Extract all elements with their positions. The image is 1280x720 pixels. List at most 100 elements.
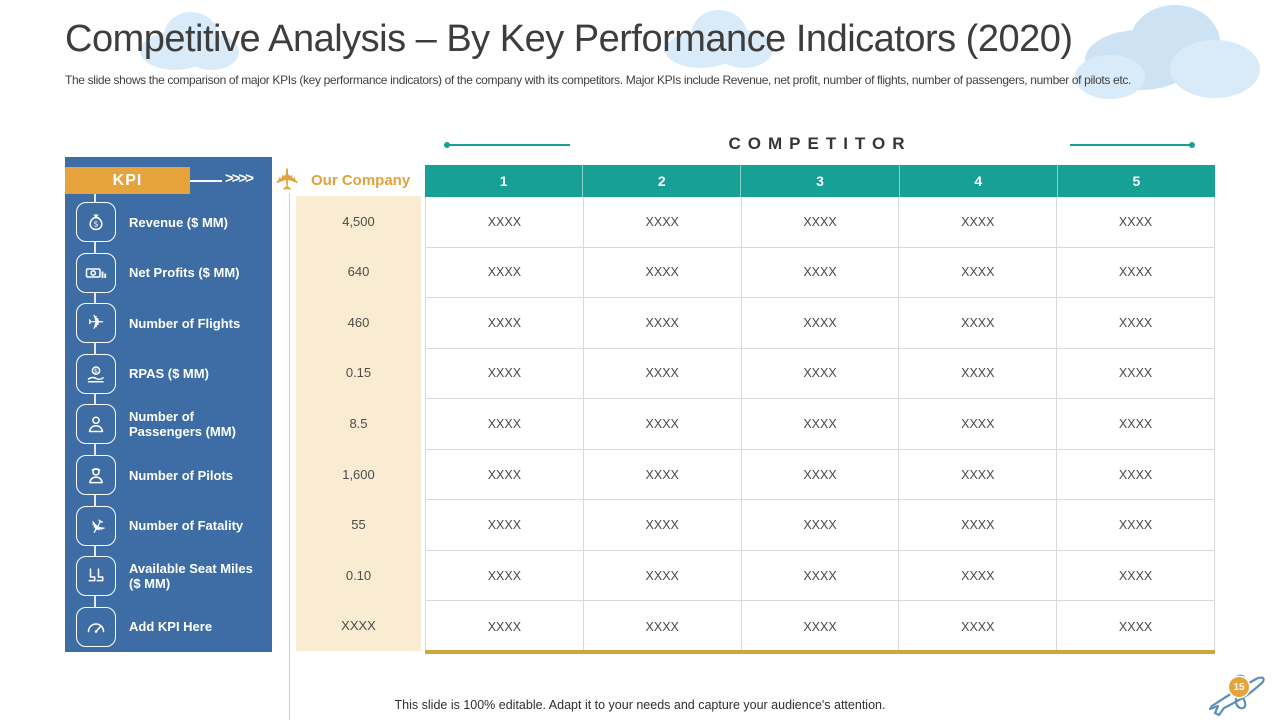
svg-text:$: $ [94,367,98,375]
competitor-cell: XXXX [487,366,522,381]
competitor-cell: XXXX [1056,348,1214,399]
kpi-label: Net Profits ($ MM) [129,265,240,281]
competitor-cell: XXXX [740,197,899,247]
competitor-cell: XXXX [898,348,1056,399]
competitor-cell: XXXX [740,298,899,348]
page-number-badge: 15 [1229,677,1249,697]
passenger-icon [76,404,116,445]
our-company-column: 4,500 640 460 0.15 8.5 1,600 55 0.10 XXXX [296,196,421,651]
kpi-label: Number of Pilots [129,467,234,483]
competitor-cell: XXXX [582,399,741,449]
kpi-item: ✈ Number of Fatality [65,500,272,551]
our-company-value: 640 [347,264,370,280]
table-underline [425,650,1215,654]
kpi-item: $ RPAS ($ MM) [65,349,272,400]
competitor-cell: XXXX [1056,500,1214,550]
kpi-header-line [190,180,222,182]
competitor-cell: XXXX [1056,247,1214,298]
competitor-cell: XXXX [1056,550,1214,601]
competitor-cell: XXXX [898,601,1056,652]
competitor-cell: XXXX [582,449,741,500]
competitor-cell: XXXX [582,500,741,550]
money-bag-icon: $ [76,202,116,243]
competitor-column-header: 1 [499,173,508,189]
table-row: XXXX XXXX XXXX XXXX XXXX [426,247,1214,299]
competitor-cell: XXXX [740,449,899,500]
kpi-item: Net Profits ($ MM) [65,248,272,299]
competitor-cell: XXXX [582,247,741,298]
competitor-cell: XXXX [740,601,899,652]
slide-title: Competitive Analysis – By Key Performanc… [65,18,1073,60]
table-row: XXXX XXXX XXXX XXXX XXXX [426,550,1214,602]
table-row: XXXX XXXX XXXX XXXX XXXX [426,399,1214,450]
competitor-cell: XXXX [487,568,522,583]
table-row: XXXX XXXX XXXX XXXX XXXX [426,298,1214,349]
competitor-cell: XXXX [898,298,1056,348]
competitor-column-header: 5 [1056,165,1215,197]
competitor-cell: XXXX [487,416,522,431]
table-row: XXXX XXXX XXXX XXXX XXXX [426,197,1214,248]
competitor-column-header: 4 [898,165,1057,197]
competitor-cell: XXXX [898,399,1056,449]
kpi-label: RPAS ($ MM) [129,366,209,382]
competitor-cell: XXXX [582,601,741,652]
kpi-item: Number of Pilots [65,450,272,501]
competitor-cell: XXXX [487,214,522,229]
crash-icon: ✈ [76,505,116,546]
plane-icon: ✈ [272,166,305,192]
competitor-cell: XXXX [740,399,899,449]
competitor-cell: XXXX [740,247,899,298]
competitor-cell: XXXX [487,619,522,634]
svg-text:$: $ [94,220,99,229]
competitor-heading: COMPETITOR [728,134,912,153]
decor-line-right [1070,144,1192,146]
our-company-value: 0.10 [345,567,372,583]
kpi-label: Number of Flights [129,315,241,331]
seats-icon [76,556,116,597]
plane-icon: ✈ [76,303,116,344]
kpi-label: Number of Passengers (MM) [129,409,236,440]
competitor-table-body: XXXX XXXX XXXX XXXX XXXX XXXX XXXX XXXX XXXX XXXX… [425,197,1215,652]
our-company-value: 0.15 [345,365,372,381]
hand-money-icon: $ [76,353,116,394]
pilot-icon [76,455,116,495]
kpi-label: Add KPI Here [129,619,213,635]
table-row: XXXX XXXX XXXX XXXX XXXX [426,500,1214,551]
slide-subtitle: The slide shows the comparison of major … [65,73,1131,87]
kpi-item: Add KPI Here [65,601,272,652]
our-company-value: 460 [347,314,370,330]
kpi-label: Number of Fatality [129,518,244,534]
our-company-value: 1,600 [342,466,375,482]
competitor-cell: XXXX [740,348,899,399]
competitor-cell: XXXX [582,197,741,247]
kpi-item: $ Revenue ($ MM) [65,197,272,248]
kpi-list: $ Revenue ($ MM) Net Profits ($ MM) ✈ Number… [65,197,272,652]
chevrons-icon: >>>> [225,170,254,187]
table-row: XXXX XXXX XXXX XXXX XXXX [426,449,1214,501]
kpi-item: Available Seat Miles ($ MM) [65,551,272,602]
competitor-cell: XXXX [1056,298,1214,348]
kpi-item: Number of Passengers (MM) [65,399,272,450]
our-company-value: XXXX [341,618,376,634]
footer-note: This slide is 100% editable. Adapt it to… [394,698,886,712]
competitor-cell: XXXX [740,550,899,601]
table-row: XXXX XXXX XXXX XXXX XXXX [426,348,1214,400]
competitor-cell: XXXX [1056,399,1214,449]
our-company-label: Our Company [311,172,411,189]
gauge-icon [76,606,116,647]
competitor-cell: XXXX [487,315,522,330]
our-company-value: 8.5 [349,415,368,431]
kpi-label: Revenue ($ MM) [129,214,228,230]
kpi-header: KPI [65,167,190,194]
competitor-cell: XXXX [898,550,1056,601]
competitor-cell: XXXX [487,467,522,482]
our-company-value: 55 [351,517,366,533]
line-dot [1189,141,1195,148]
competitor-cell: XXXX [582,348,741,399]
competitor-cell: XXXX [1056,197,1214,247]
kpi-label: Available Seat Miles ($ MM) [129,561,253,592]
competitor-cell: XXXX [740,500,899,550]
competitor-cell: XXXX [487,265,522,280]
